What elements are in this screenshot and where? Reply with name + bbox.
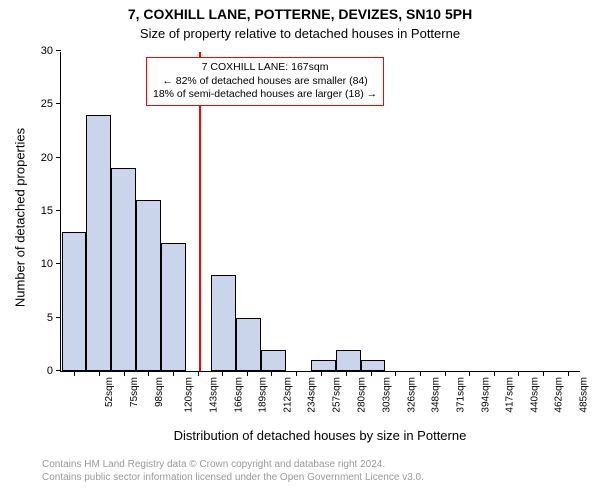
x-tick-label: 143sqm xyxy=(208,377,219,413)
x-tick-mark xyxy=(420,371,421,376)
histogram-bar xyxy=(86,115,111,371)
x-tick-label: 303sqm xyxy=(381,377,392,413)
histogram-bar xyxy=(211,275,236,371)
y-tick-label: 5 xyxy=(47,312,53,324)
x-tick-mark xyxy=(518,371,519,376)
histogram-bar xyxy=(336,350,361,371)
x-tick-label: 462sqm xyxy=(554,377,565,413)
x-axis-label: Distribution of detached houses by size … xyxy=(60,428,580,443)
annotation-line-3: 18% of semi-detached houses are larger (… xyxy=(153,88,377,102)
histogram-chart: 7, COXHILL LANE, POTTERNE, DEVIZES, SN10… xyxy=(0,0,600,500)
histogram-bar xyxy=(261,350,286,371)
x-tick-label: 348sqm xyxy=(430,377,441,413)
x-tick-label: 326sqm xyxy=(406,377,417,413)
x-tick-label: 485sqm xyxy=(579,377,590,413)
annotation-line-1: 7 COXHILL LANE: 167sqm xyxy=(153,61,377,75)
x-tick-label: 417sqm xyxy=(505,377,516,413)
x-tick-label: 120sqm xyxy=(183,377,194,413)
x-tick-mark xyxy=(469,371,470,376)
chart-subtitle: Size of property relative to detached ho… xyxy=(0,26,600,41)
chart-title: 7, COXHILL LANE, POTTERNE, DEVIZES, SN10… xyxy=(0,6,600,22)
histogram-bar xyxy=(361,360,386,371)
x-tick-mark xyxy=(395,371,396,376)
x-tick-label: 394sqm xyxy=(480,377,491,413)
y-tick-mark xyxy=(56,157,61,158)
y-tick-label: 15 xyxy=(41,205,53,217)
x-tick-label: 166sqm xyxy=(233,377,244,413)
plot-area: 05101520253052sqm75sqm98sqm120sqm143sqm1… xyxy=(60,52,580,372)
histogram-bar xyxy=(111,168,136,371)
x-tick-mark xyxy=(321,371,322,376)
y-tick-mark xyxy=(56,263,61,264)
histogram-bar xyxy=(136,200,161,371)
x-tick-label: 98sqm xyxy=(154,377,165,407)
annotation-box: 7 COXHILL LANE: 167sqm← 82% of detached … xyxy=(146,57,384,106)
x-tick-label: 234sqm xyxy=(307,377,318,413)
footer-line-2: Contains public sector information licen… xyxy=(42,471,424,484)
x-tick-mark xyxy=(99,371,100,376)
footer-line-1: Contains HM Land Registry data © Crown c… xyxy=(42,458,424,471)
x-tick-mark xyxy=(173,371,174,376)
x-tick-mark xyxy=(124,371,125,376)
x-tick-mark xyxy=(247,371,248,376)
x-tick-label: 212sqm xyxy=(283,377,294,413)
y-tick-label: 30 xyxy=(41,45,53,57)
footer-attribution: Contains HM Land Registry data © Crown c… xyxy=(42,458,424,484)
y-tick-mark xyxy=(56,317,61,318)
histogram-bar xyxy=(236,318,261,371)
x-tick-mark xyxy=(296,371,297,376)
y-axis-label: Number of detached properties xyxy=(13,118,28,318)
x-tick-mark xyxy=(568,371,569,376)
x-tick-mark xyxy=(74,371,75,376)
x-tick-label: 257sqm xyxy=(332,377,343,413)
histogram-bar xyxy=(62,232,87,371)
x-tick-mark xyxy=(543,371,544,376)
histogram-bar xyxy=(161,243,186,371)
x-tick-mark xyxy=(198,371,199,376)
x-tick-mark xyxy=(346,371,347,376)
x-tick-mark xyxy=(222,371,223,376)
y-tick-mark xyxy=(56,370,61,371)
x-tick-mark xyxy=(148,371,149,376)
y-tick-mark xyxy=(56,103,61,104)
x-tick-mark xyxy=(271,371,272,376)
histogram-bar xyxy=(311,360,336,371)
x-tick-label: 75sqm xyxy=(129,377,140,407)
x-tick-label: 280sqm xyxy=(357,377,368,413)
annotation-line-2: ← 82% of detached houses are smaller (84… xyxy=(153,75,377,89)
y-tick-label: 20 xyxy=(41,152,53,164)
x-tick-mark xyxy=(445,371,446,376)
x-tick-mark xyxy=(494,371,495,376)
y-tick-label: 0 xyxy=(47,365,53,377)
x-tick-label: 52sqm xyxy=(104,377,115,407)
y-tick-label: 25 xyxy=(41,98,53,110)
x-tick-label: 189sqm xyxy=(258,377,269,413)
x-tick-mark xyxy=(371,371,372,376)
x-tick-label: 440sqm xyxy=(530,377,541,413)
y-tick-label: 10 xyxy=(41,258,53,270)
y-tick-mark xyxy=(56,210,61,211)
x-tick-label: 371sqm xyxy=(455,377,466,413)
y-tick-mark xyxy=(56,50,61,51)
